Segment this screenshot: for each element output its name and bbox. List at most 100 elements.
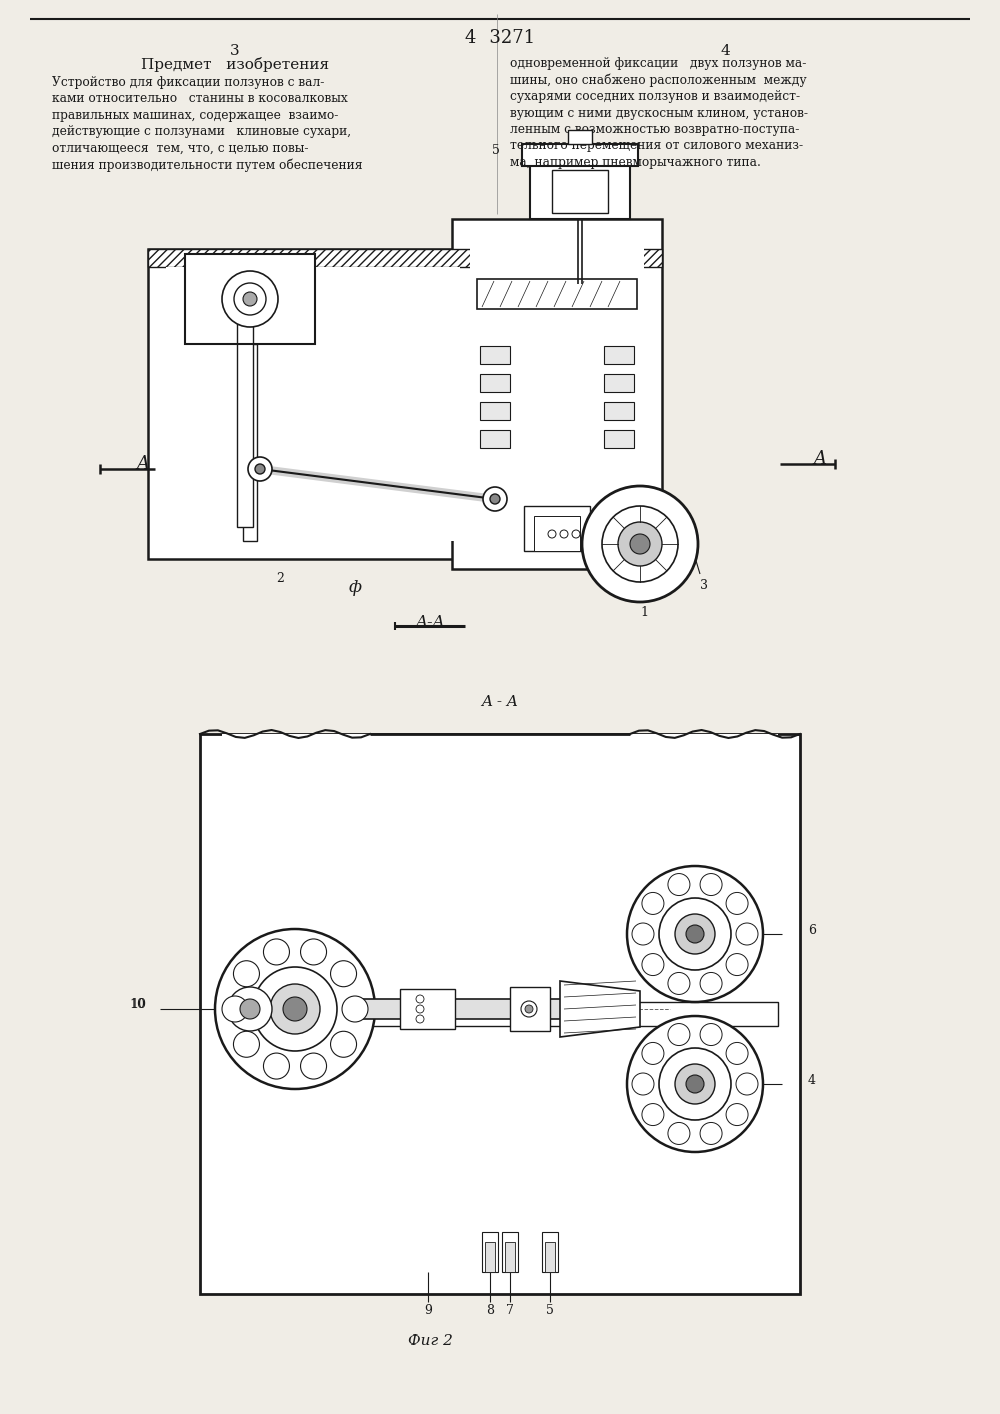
Bar — [604, 402, 634, 420]
Circle shape — [263, 1053, 289, 1079]
Circle shape — [726, 892, 748, 915]
Circle shape — [416, 1015, 424, 1022]
Text: 4: 4 — [720, 44, 730, 58]
Bar — [548, 170, 612, 214]
Text: правильных машинах, содержащее  взаимо-: правильных машинах, содержащее взаимо- — [52, 109, 338, 122]
Circle shape — [700, 1123, 722, 1144]
Bar — [222, 734, 778, 1273]
Text: 3: 3 — [230, 44, 240, 58]
Text: ленным с возможностью возвратно-поступа-: ленным с возможностью возвратно-поступа- — [510, 123, 799, 136]
Circle shape — [490, 493, 500, 503]
Bar — [482, 1232, 498, 1273]
Bar — [510, 987, 522, 1031]
Circle shape — [270, 984, 320, 1034]
Circle shape — [548, 530, 556, 537]
Circle shape — [726, 1103, 748, 1126]
Text: A-A: A-A — [415, 614, 445, 631]
Bar — [222, 978, 244, 1039]
Bar — [148, 249, 662, 267]
Circle shape — [668, 874, 690, 895]
Bar — [200, 734, 222, 1294]
Circle shape — [686, 925, 704, 943]
Circle shape — [632, 1073, 654, 1094]
Bar — [185, 255, 315, 344]
Circle shape — [416, 1005, 424, 1012]
Circle shape — [331, 960, 357, 987]
Bar — [452, 219, 662, 238]
Circle shape — [582, 486, 698, 602]
Bar — [200, 734, 800, 1294]
Bar — [542, 1232, 558, 1273]
Bar — [510, 987, 550, 1031]
Text: вующим с ними двускосным клином, установ-: вующим с ними двускосным клином, установ… — [510, 106, 808, 120]
Text: 6: 6 — [808, 923, 816, 936]
Circle shape — [726, 1042, 748, 1065]
Circle shape — [602, 506, 678, 583]
Text: шения производительности путем обеспечения: шения производительности путем обеспечен… — [52, 158, 363, 173]
Bar — [545, 1241, 555, 1273]
Text: тельного перемещения от силового механиз-: тельного перемещения от силового механиз… — [510, 140, 803, 153]
Circle shape — [222, 995, 248, 1022]
Circle shape — [675, 1063, 715, 1104]
Text: 2: 2 — [276, 573, 284, 585]
Circle shape — [627, 865, 763, 1003]
Bar — [148, 249, 166, 559]
Bar — [301, 255, 315, 344]
Text: 10: 10 — [130, 997, 146, 1011]
Bar — [778, 734, 800, 1294]
Bar — [441, 988, 455, 1029]
Bar — [644, 219, 662, 568]
Bar — [604, 346, 634, 363]
Text: ками относительно   станины в косовалковых: ками относительно станины в косовалковых — [52, 92, 348, 106]
Text: 7: 7 — [506, 1304, 514, 1316]
Bar — [400, 988, 414, 1029]
Circle shape — [668, 1123, 690, 1144]
Bar — [237, 324, 253, 527]
Bar — [400, 988, 455, 1029]
Circle shape — [736, 1073, 758, 1094]
Bar — [480, 346, 510, 363]
Bar — [148, 249, 460, 559]
Bar — [505, 1241, 515, 1273]
Bar — [185, 255, 199, 344]
Bar — [452, 219, 662, 568]
Bar — [477, 279, 637, 310]
Bar — [530, 164, 630, 219]
Circle shape — [263, 939, 289, 964]
Circle shape — [700, 1024, 722, 1045]
Bar — [522, 144, 638, 165]
Circle shape — [736, 923, 758, 945]
Bar — [480, 402, 510, 420]
Polygon shape — [560, 981, 640, 1036]
Bar — [222, 1003, 778, 1027]
Text: 3: 3 — [700, 578, 708, 592]
Circle shape — [668, 1024, 690, 1045]
Circle shape — [233, 960, 259, 987]
Bar — [148, 249, 460, 267]
Circle shape — [700, 973, 722, 994]
Text: 1: 1 — [640, 607, 648, 619]
Text: одновременной фиксации   двух ползунов ма-: одновременной фиксации двух ползунов ма- — [510, 57, 806, 71]
Bar — [522, 144, 638, 165]
Circle shape — [215, 929, 375, 1089]
Bar — [524, 506, 590, 551]
Bar — [502, 1232, 518, 1273]
Text: Предмет   изобретения: Предмет изобретения — [141, 57, 329, 72]
Bar — [538, 987, 550, 1031]
Bar — [222, 1003, 778, 1027]
Circle shape — [240, 1000, 260, 1019]
Bar — [200, 1273, 800, 1294]
Circle shape — [243, 293, 257, 305]
Circle shape — [525, 1005, 533, 1012]
Bar — [530, 164, 630, 219]
Bar — [222, 978, 282, 1039]
Circle shape — [618, 522, 662, 566]
Bar — [166, 267, 460, 542]
Circle shape — [283, 997, 307, 1021]
Text: 10: 10 — [129, 998, 145, 1011]
Circle shape — [630, 534, 650, 554]
Text: 5: 5 — [492, 144, 500, 157]
Circle shape — [228, 987, 272, 1031]
Bar — [568, 130, 592, 144]
Bar — [452, 551, 662, 568]
